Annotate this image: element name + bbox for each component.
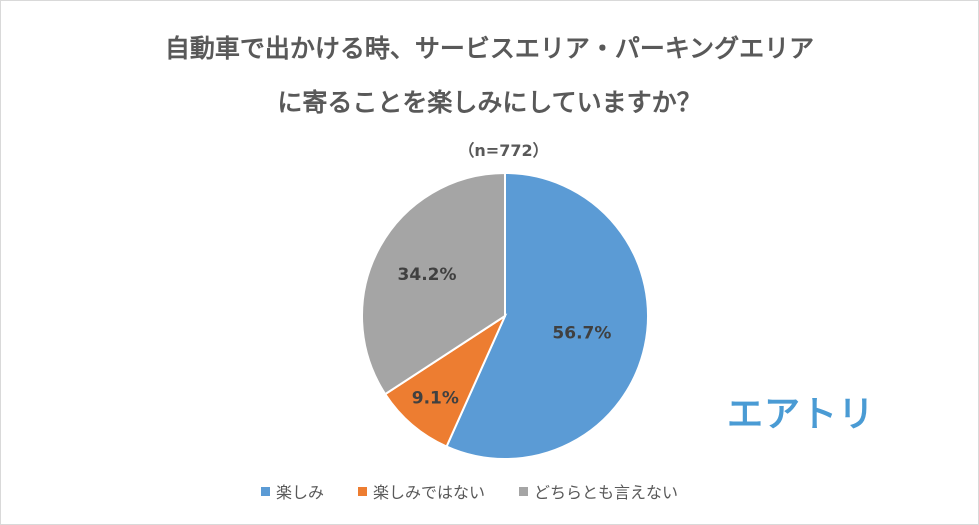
legend-label: どちらとも言えない xyxy=(534,483,679,502)
chart-title-line2: に寄ることを楽しみにしていますか？ xyxy=(277,88,702,117)
chart-subtitle: （n=772） xyxy=(458,141,549,160)
legend-swatch xyxy=(261,486,270,496)
legend: 楽しみ 楽しみではない どちらとも言えない xyxy=(261,479,678,503)
legend-swatch xyxy=(519,486,529,496)
legend-item: 楽しみ xyxy=(261,479,324,503)
legend-label: 楽しみ xyxy=(276,483,325,502)
legend-item: どちらとも言えない xyxy=(519,479,678,503)
pie-slice xyxy=(361,171,506,396)
data-label: 9.1% xyxy=(412,389,459,409)
legend-label: 楽しみではない xyxy=(373,483,486,502)
data-label: 34.2% xyxy=(398,265,457,285)
data-label: 56.7% xyxy=(552,323,611,343)
legend-swatch xyxy=(358,486,368,496)
pie-slice xyxy=(445,171,649,460)
pie-slice xyxy=(383,313,508,448)
legend-item: 楽しみではない xyxy=(358,479,485,503)
chart-title-line1: 自動車で出かける時、サービスエリア・パーキングエリア xyxy=(164,34,815,63)
brand-logo: エアトリ xyxy=(727,394,876,435)
